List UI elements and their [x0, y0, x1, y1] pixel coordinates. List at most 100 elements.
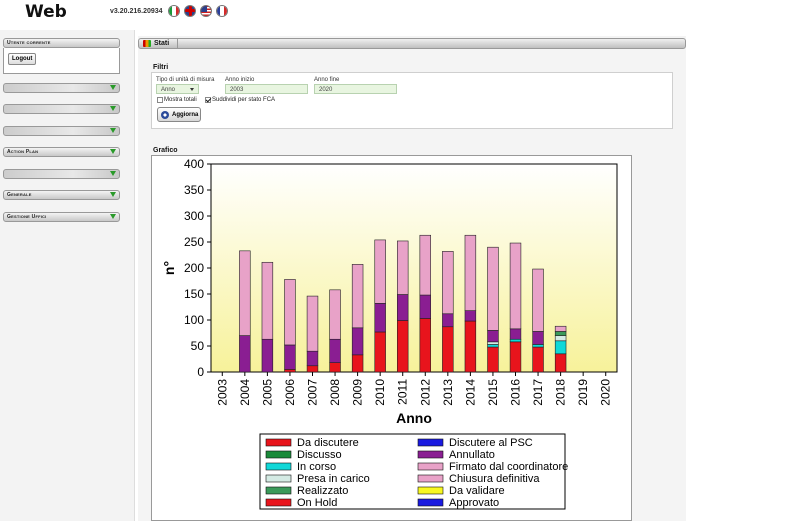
bar-segment — [464, 234, 477, 311]
x-tick-label: 2012 — [418, 379, 432, 406]
bar-segment — [464, 310, 477, 322]
legend-swatch — [417, 438, 444, 447]
version-label: v3.20.216.20934 — [110, 8, 163, 15]
bar-segment — [509, 338, 522, 343]
bar-segment — [329, 289, 341, 340]
bar-segment — [509, 341, 522, 373]
fr-flag-icon[interactable] — [216, 5, 228, 17]
bar-segment — [509, 242, 522, 330]
filters-title: Filtri — [153, 64, 169, 71]
bar-segment — [532, 331, 544, 345]
bar-segment — [329, 338, 341, 363]
sidebar-panel-3[interactable] — [3, 126, 120, 136]
x-tick-label: 2004 — [238, 379, 252, 406]
bar-segment — [554, 340, 567, 355]
bar-segment — [284, 279, 296, 346]
y-tick-label: 50 — [191, 339, 205, 353]
bar-segment — [284, 344, 296, 370]
y-tick-label: 150 — [184, 287, 204, 301]
bar-segment — [351, 264, 364, 329]
y-tick-label: 300 — [184, 209, 204, 223]
x-tick-label: 2005 — [260, 379, 274, 406]
expand-arrow-icon — [110, 85, 116, 90]
start-year-input[interactable]: 2003 — [225, 84, 308, 94]
app-title: Web — [25, 2, 67, 22]
bar-segment — [509, 328, 522, 340]
bar-segment — [351, 327, 364, 356]
bar-segment — [554, 353, 567, 373]
stacked-bar-chart: 0 50 100 150 200 250 300 350 400 2003 2004 2005 2006… — [161, 157, 618, 510]
it-flag-icon[interactable] — [168, 5, 180, 17]
bar-segment — [374, 239, 386, 304]
unit-select[interactable]: Anno — [156, 84, 199, 94]
legend-label: Da validare — [449, 485, 505, 497]
bar-segment — [419, 318, 431, 373]
y-tick-label: 250 — [184, 235, 204, 249]
bar-segment — [532, 346, 544, 373]
bar-segment — [532, 268, 544, 332]
bar-segment — [554, 335, 567, 342]
us-flag-icon[interactable] — [200, 5, 212, 17]
sidebar-panel-gestione-uffici[interactable]: Gestione Uffici — [3, 212, 120, 222]
x-tick-label: 2015 — [486, 379, 500, 406]
legend-swatch — [265, 462, 292, 471]
y-tick-label: 400 — [184, 157, 204, 171]
refresh-icon — [161, 110, 169, 119]
refresh-button[interactable]: Aggiorna — [157, 107, 201, 122]
legend-swatch — [265, 498, 292, 507]
legend-swatch — [265, 486, 292, 495]
y-tick-label: 350 — [184, 183, 204, 197]
x-tick-label: 2009 — [351, 379, 365, 406]
legend-label: Da discutere — [297, 437, 359, 449]
sidebar: Utente corrente Logout Action Plan Gener… — [0, 30, 135, 521]
bar-segment — [374, 331, 386, 373]
sidebar-panel-action-plan[interactable]: Action Plan — [3, 147, 120, 157]
bar-segment — [261, 261, 274, 340]
bar-segment — [442, 251, 454, 315]
legend-swatch — [265, 438, 292, 447]
chevron-down-icon — [190, 88, 194, 91]
bar-segment — [306, 350, 319, 367]
sidebar-panel-5[interactable] — [3, 169, 120, 179]
x-tick-label: 2017 — [531, 379, 545, 406]
bar-segment — [374, 303, 386, 333]
logout-button[interactable]: Logout — [8, 53, 37, 65]
start-year-label: Anno inizio — [225, 77, 255, 83]
x-tick-label: 2007 — [306, 379, 320, 406]
sidebar-panel-2[interactable] — [3, 104, 120, 114]
x-tick-label: 2019 — [576, 379, 590, 406]
bar-segment — [351, 354, 364, 373]
legend-swatch — [417, 474, 444, 483]
end-year-input[interactable]: 2020 — [314, 84, 397, 94]
bar-segment — [487, 246, 499, 331]
bar-segment — [554, 325, 567, 332]
x-tick-label: 2008 — [328, 379, 342, 406]
bar-segment — [487, 330, 499, 343]
sidebar-panel-generale[interactable]: Generale — [3, 190, 120, 200]
legend-swatch — [265, 474, 292, 483]
legend-label: Annullato — [449, 449, 495, 461]
bar-segment — [532, 344, 544, 348]
x-tick-label: 2018 — [554, 379, 568, 406]
x-tick-label: 2006 — [283, 379, 297, 406]
expand-arrow-icon — [110, 171, 116, 176]
bar-segment — [397, 320, 409, 373]
show-totals-checkbox[interactable]: Mostra totali — [157, 97, 197, 103]
bar-segment — [329, 362, 341, 373]
bar-segment — [464, 320, 477, 373]
bar-segment — [487, 346, 499, 373]
bar-segment — [306, 365, 319, 373]
x-tick-label: 2010 — [373, 379, 387, 406]
sidebar-panel-1[interactable] — [3, 83, 120, 93]
bar-segment — [419, 294, 431, 319]
x-tick-label: 2003 — [215, 379, 229, 406]
chart-icon — [143, 40, 151, 47]
x-tick-label: 2020 — [599, 379, 613, 406]
split-by-state-checkbox[interactable]: Suddividi per stato FCA — [205, 97, 275, 103]
uk-flag-icon[interactable] — [184, 5, 196, 17]
bar-segment — [239, 335, 251, 373]
right-gutter — [686, 36, 800, 521]
tab-stati[interactable]: Stati — [143, 39, 179, 48]
legend-label: On Hold — [297, 497, 337, 509]
bar-segment — [239, 250, 251, 336]
